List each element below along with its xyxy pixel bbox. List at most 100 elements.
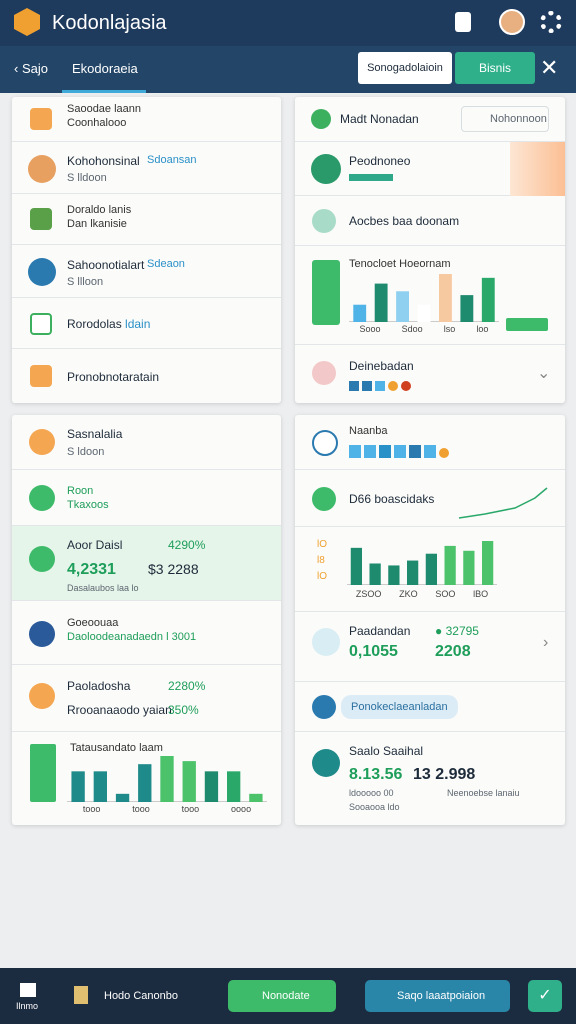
bottom-nav: Ilnmo Hodo Canonbo Nonodate Saqo laaatpo… xyxy=(0,968,576,1024)
bar xyxy=(463,550,475,585)
bar xyxy=(350,547,362,585)
bar xyxy=(93,771,107,802)
avatar[interactable] xyxy=(499,9,525,35)
back-button[interactable]: ‹ Sajo xyxy=(14,61,48,76)
list-row[interactable]: Sasnalalia S ldoon xyxy=(12,415,281,470)
axis-label: ZKO xyxy=(399,589,418,599)
list-row[interactable]: Pronobnotaratain xyxy=(12,349,281,403)
stat-value: 2280% xyxy=(168,679,206,693)
axis-label: ZSOO xyxy=(355,589,382,599)
badge xyxy=(506,318,548,331)
bar xyxy=(249,793,263,802)
back-label: Sajo xyxy=(21,61,48,76)
list-row[interactable]: Kohohonsinal Sdoansan S lldoon xyxy=(12,142,281,194)
list-row[interactable]: Doraldo lanis Dan lkanisie xyxy=(12,194,281,245)
panel-header: Madt Nonadan Nohonnoon xyxy=(295,97,565,142)
note: Neenoebse lanaiu xyxy=(447,788,520,798)
row-title-text: Rorodolas xyxy=(67,317,122,331)
list-row[interactable]: Aocbes baa doonam xyxy=(295,196,565,246)
icon xyxy=(311,154,341,184)
bar xyxy=(396,291,409,322)
row-title: Saalo Saaihal xyxy=(349,744,424,758)
row-tag: Sdoansan xyxy=(147,154,197,166)
header: Kodonlajasia xyxy=(0,0,576,46)
nav-label[interactable]: Ilnmo xyxy=(16,1001,39,1011)
search-box[interactable]: Nohonnoon xyxy=(461,106,549,132)
bar xyxy=(482,541,494,585)
stat-row[interactable]: Saalo Saaihal 8.13.56 13 2.998 ldooooo 0… xyxy=(295,732,565,825)
note: ldooooo 00 xyxy=(349,788,394,798)
settings-icon[interactable] xyxy=(540,11,562,33)
row-title: Doraldo lanis xyxy=(67,204,132,216)
axis-label: tooo xyxy=(82,804,101,814)
stat-row[interactable]: Aoor Daisl 4290% 4,2331 $3 2288 Dasalaub… xyxy=(12,526,281,601)
row-title: Paoladosha xyxy=(67,679,131,693)
stat-row[interactable]: Paadandan ● 32795 0,1055 2208 › xyxy=(295,612,565,682)
list-row[interactable]: Naanba xyxy=(295,415,565,470)
icon xyxy=(311,109,331,129)
list-row[interactable]: Goeoouaa Daoloodeanadaedn l 3001 xyxy=(12,601,281,665)
icon xyxy=(28,258,56,286)
chevron[interactable]: › xyxy=(543,634,549,651)
row-title: Roon xyxy=(67,485,94,497)
list-row[interactable]: Ponokeclaeanladan xyxy=(295,682,565,732)
list-row[interactable]: Saoodae laann Coonhalooo xyxy=(12,97,281,142)
stat-amount: $3 2288 xyxy=(148,561,199,577)
bar xyxy=(439,274,452,322)
x-labels: tooo tooo tooo oooo xyxy=(67,804,267,814)
swatch xyxy=(439,448,449,458)
list-row[interactable]: Rorodolas ldain xyxy=(12,298,281,349)
row-subtitle: S llloon xyxy=(67,276,104,288)
swatch xyxy=(424,445,436,458)
list-row[interactable]: Roon Tkaxoos xyxy=(12,470,281,526)
subheader: ‹ Sajo Ekodoraeia Sonogadolaioin Bisnis … xyxy=(0,46,576,93)
icon xyxy=(312,430,338,456)
axis-label: lO xyxy=(317,571,327,582)
button[interactable]: Bisnis xyxy=(455,52,535,84)
chart-title: Tatausandato laam xyxy=(70,742,163,754)
list-row[interactable]: Peodnoneo xyxy=(295,142,565,196)
row-subtitle: Rrooanaaodo yaian xyxy=(67,703,172,717)
check-button[interactable]: ✓ xyxy=(528,980,562,1012)
tab[interactable]: Ekodoraeia xyxy=(72,61,138,76)
icon xyxy=(312,361,336,385)
row-title: Aocbes baa doonam xyxy=(349,214,460,228)
list-row[interactable]: Sahoonotialart Sdeaon S llloon xyxy=(12,245,281,298)
bar xyxy=(204,771,219,802)
bar xyxy=(388,565,400,585)
bar xyxy=(407,560,419,585)
stat-big: 4,2331 xyxy=(67,561,116,578)
axis-label: SOO xyxy=(435,589,456,599)
chart-icon xyxy=(312,260,340,325)
row-title: Naanba xyxy=(349,425,388,437)
list-row[interactable]: Paoladosha 2280% Rrooanaaodo yaian 350% xyxy=(12,665,281,732)
nav-button[interactable]: Saqo laaatpoiaion xyxy=(365,980,510,1012)
pill[interactable]: Ponokeclaeanladan xyxy=(341,695,458,719)
row-title: Rorodolas ldain xyxy=(67,317,150,331)
bar xyxy=(138,764,152,802)
swatch xyxy=(375,381,385,391)
icon xyxy=(30,365,52,387)
progress-bar xyxy=(349,174,393,181)
button[interactable]: Sonogadolaioin xyxy=(358,52,452,84)
bar-chart xyxy=(347,541,497,585)
chevron[interactable]: ⌄ xyxy=(537,365,551,382)
icon xyxy=(29,485,55,511)
home-icon[interactable] xyxy=(20,983,36,997)
row-title: Kohohonsinal xyxy=(67,154,140,168)
row-title: Pronobnotaratain xyxy=(67,370,160,384)
stat-big: 8.13.56 xyxy=(349,766,403,783)
nav-label[interactable]: Hodo Canonbo xyxy=(104,990,179,1002)
stat-amount: 13 2.998 xyxy=(413,766,476,783)
chart-icon xyxy=(30,744,56,802)
list-row[interactable]: D66 boascidaks xyxy=(295,470,565,527)
nav-button[interactable]: Nonodate xyxy=(228,980,336,1012)
panel: Saoodae laann Coonhalooo Kohohonsinal Sd… xyxy=(12,97,281,403)
list-row[interactable]: Deinebadan ⌄ xyxy=(295,345,565,403)
bar-chart xyxy=(67,756,267,802)
axis-label: lBO xyxy=(473,589,489,599)
icon xyxy=(29,683,55,709)
icon-lock[interactable] xyxy=(455,12,471,32)
close-button[interactable]: ✕ xyxy=(540,55,559,80)
swatch xyxy=(362,381,372,391)
